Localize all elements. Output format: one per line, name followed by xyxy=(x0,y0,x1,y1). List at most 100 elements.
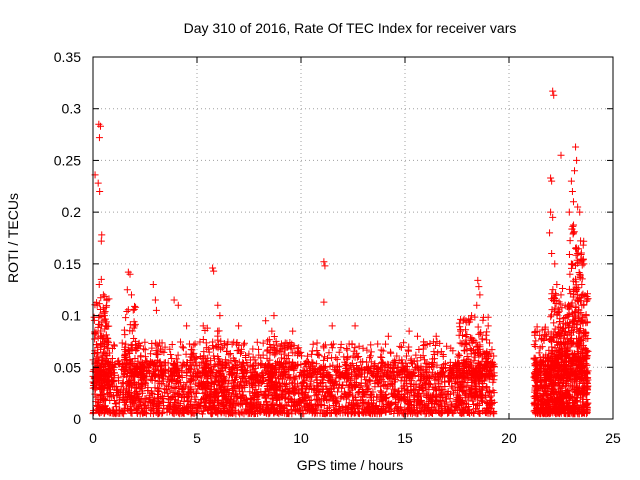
data-point xyxy=(126,403,134,411)
data-point xyxy=(254,409,262,417)
data-point xyxy=(377,346,385,354)
data-point xyxy=(290,390,298,398)
data-point xyxy=(196,361,204,369)
data-point xyxy=(348,405,356,413)
data-point xyxy=(550,91,558,99)
data-point xyxy=(324,404,332,412)
data-point xyxy=(300,391,308,399)
data-point xyxy=(455,352,463,360)
data-point xyxy=(127,291,135,299)
data-point xyxy=(352,396,360,404)
data-point xyxy=(374,340,382,348)
data-point xyxy=(304,352,312,360)
data-point xyxy=(174,351,182,359)
data-point xyxy=(136,410,144,418)
data-point xyxy=(114,385,122,393)
data-point xyxy=(142,379,150,387)
data-point xyxy=(455,331,463,339)
data-point xyxy=(262,317,270,325)
data-point xyxy=(464,406,472,414)
data-point xyxy=(387,389,395,397)
data-point xyxy=(140,408,148,416)
data-point xyxy=(235,400,243,408)
data-point xyxy=(112,403,120,411)
data-point xyxy=(167,351,175,359)
data-point xyxy=(417,392,425,400)
data-point xyxy=(149,399,157,407)
data-point xyxy=(294,401,302,409)
data-point xyxy=(299,378,307,386)
data-point xyxy=(387,349,395,357)
data-point xyxy=(309,340,317,348)
data-point xyxy=(207,409,215,417)
data-point xyxy=(438,402,446,410)
data-point xyxy=(199,410,207,418)
data-point xyxy=(314,351,322,359)
data-point xyxy=(242,400,250,408)
data-point xyxy=(297,361,305,369)
data-point xyxy=(388,382,396,390)
data-point xyxy=(136,401,144,409)
data-point xyxy=(253,338,261,346)
data-point xyxy=(421,356,429,364)
data-point xyxy=(95,134,103,142)
data-point xyxy=(573,256,581,264)
data-point xyxy=(419,385,427,393)
data-point xyxy=(103,407,111,415)
data-point xyxy=(109,392,117,400)
data-point xyxy=(422,409,430,417)
data-point xyxy=(308,406,316,414)
data-point xyxy=(327,385,335,393)
data-point xyxy=(548,177,556,185)
data-point xyxy=(541,331,549,339)
data-point xyxy=(335,384,343,392)
y-tick-label: 0.15 xyxy=(54,256,81,272)
data-point xyxy=(385,407,393,415)
data-point xyxy=(223,407,231,415)
data-point xyxy=(133,404,141,412)
data-point xyxy=(215,406,223,414)
data-point xyxy=(144,384,152,392)
data-point xyxy=(473,301,481,309)
data-point xyxy=(258,370,266,378)
data-point xyxy=(304,405,312,413)
data-point xyxy=(137,395,145,403)
data-point xyxy=(398,393,406,401)
x-tick-label: 5 xyxy=(193,430,201,446)
x-tick-label: 0 xyxy=(89,430,97,446)
data-point xyxy=(240,339,248,347)
data-point xyxy=(331,379,339,387)
data-point xyxy=(398,406,406,414)
data-point xyxy=(336,406,344,414)
data-point xyxy=(119,379,127,387)
data-point xyxy=(418,386,426,394)
data-point xyxy=(431,342,439,350)
data-point xyxy=(246,388,254,396)
data-point xyxy=(410,369,418,377)
data-point xyxy=(569,198,577,206)
data-point xyxy=(469,409,477,417)
data-point xyxy=(180,398,188,406)
data-point xyxy=(141,338,149,346)
data-point xyxy=(445,406,453,414)
data-point xyxy=(565,208,573,216)
data-point xyxy=(430,406,438,414)
data-point xyxy=(166,387,174,395)
data-point xyxy=(113,387,121,395)
data-point xyxy=(360,399,368,407)
data-point xyxy=(366,377,374,385)
data-point xyxy=(415,397,423,405)
data-point xyxy=(214,407,222,415)
data-point xyxy=(249,392,257,400)
data-point xyxy=(371,383,379,391)
data-point xyxy=(553,281,561,289)
data-point xyxy=(178,343,186,351)
data-point xyxy=(121,331,129,339)
data-point xyxy=(262,397,270,405)
data-point xyxy=(332,398,340,406)
data-point xyxy=(145,395,153,403)
data-point xyxy=(430,373,438,381)
data-point xyxy=(566,270,574,278)
data-point xyxy=(572,143,580,151)
data-point xyxy=(248,363,256,371)
